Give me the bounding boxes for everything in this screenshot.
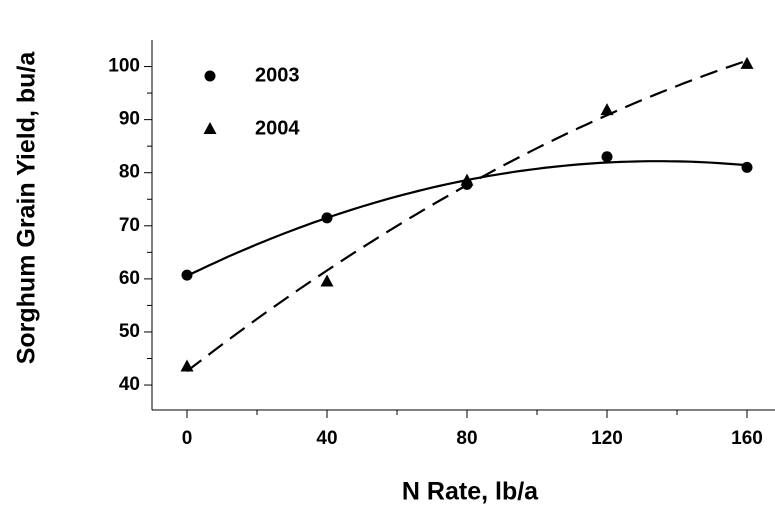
data-point (320, 274, 334, 287)
y-tick-label: 50 (119, 321, 140, 342)
trend-line (186, 59, 748, 373)
legend-label: 2004 (255, 117, 300, 139)
x-tick-label: 120 (591, 428, 623, 449)
data-point (740, 56, 754, 69)
data-point (180, 359, 194, 372)
data-point (460, 173, 474, 186)
y-tick-label: 80 (119, 162, 140, 183)
y-tick-label: 70 (119, 215, 140, 236)
legend-label: 2003 (255, 64, 300, 86)
legend-marker (204, 70, 216, 82)
y-tick-label: 60 (119, 268, 140, 289)
y-tick-label: 90 (119, 109, 140, 130)
data-point (601, 151, 613, 163)
data-point (181, 269, 193, 281)
y-tick-label: 100 (108, 56, 140, 77)
data-point (600, 103, 614, 116)
y-axis-title: Sorghum Grain Yield, bu/a (13, 51, 41, 365)
legend-marker (203, 122, 217, 134)
x-tick-label: 40 (316, 428, 337, 449)
x-tick-label: 0 (182, 428, 193, 449)
y-tick-label: 40 (119, 374, 140, 395)
data-point (321, 212, 333, 224)
data-point (741, 161, 753, 173)
x-tick-label: 80 (456, 428, 477, 449)
x-tick-label: 160 (731, 428, 763, 449)
x-axis-title: N Rate, lb/a (402, 478, 539, 506)
